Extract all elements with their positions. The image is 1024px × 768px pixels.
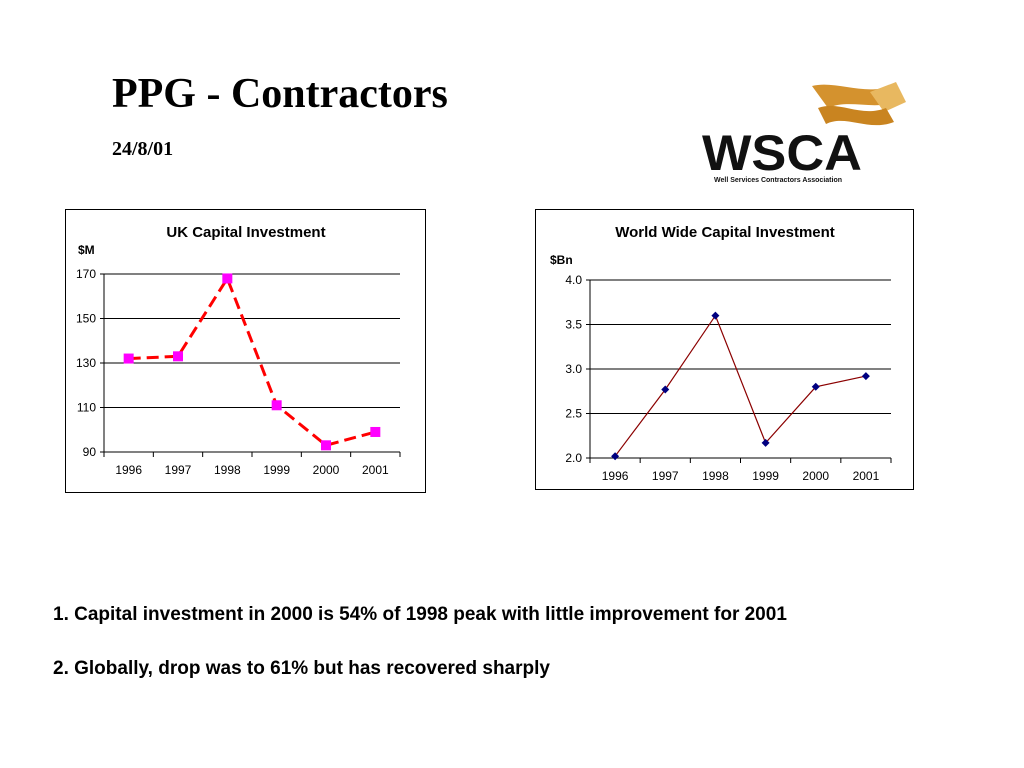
x-tick-label: 1998 xyxy=(702,469,729,483)
y-tick-label: 2.0 xyxy=(565,451,582,465)
y-tick-label: 170 xyxy=(76,267,96,281)
x-tick-label: 1998 xyxy=(214,463,241,477)
y-tick-label: 3.0 xyxy=(565,362,582,376)
data-point-marker xyxy=(661,385,670,394)
y-tick-label: 130 xyxy=(76,356,96,370)
series-line xyxy=(614,314,867,457)
data-point-marker xyxy=(611,452,620,461)
x-tick-label: 1997 xyxy=(165,463,192,477)
data-point-marker xyxy=(123,353,134,364)
chart-title: UK Capital Investment xyxy=(166,224,325,241)
logo-swoosh-light xyxy=(870,82,906,112)
logo-subtitle: Well Services Contractors Association xyxy=(714,177,842,184)
uk-capital-investment-chart: UK Capital Investment $M 90 110 130 150 170 199… xyxy=(65,209,426,493)
chart-title: World Wide Capital Investment xyxy=(615,224,835,241)
x-tick-label: 1996 xyxy=(115,463,142,477)
logo-wordmark: WSCA xyxy=(702,125,862,181)
slide-date: 24/8/01 xyxy=(112,138,174,160)
data-point-marker xyxy=(811,382,820,391)
x-tick-label: 1996 xyxy=(602,469,629,483)
y-tick-label: 150 xyxy=(76,312,96,326)
x-tick-label: 2000 xyxy=(313,463,340,477)
data-point-marker xyxy=(861,372,870,381)
data-point-marker xyxy=(761,438,770,447)
x-tick-label: 1999 xyxy=(263,463,290,477)
wsca-logo: WSCA Well Services Contractors Associati… xyxy=(702,82,906,184)
logo-swoosh-lower xyxy=(818,105,894,126)
y-axis-label: $Bn xyxy=(550,253,573,267)
x-tick-label: 2000 xyxy=(802,469,829,483)
data-point-marker xyxy=(321,440,331,451)
uk-chart-svg: UK Capital Investment $M 90 110 130 150 170 199… xyxy=(76,224,401,477)
y-tick-label: 4.0 xyxy=(565,273,582,287)
x-tick-label: 2001 xyxy=(362,463,389,477)
x-tick-label: 2001 xyxy=(853,469,880,483)
data-point-marker xyxy=(222,273,233,284)
note-2: 2. Globally, drop was to 61% but has rec… xyxy=(53,658,550,679)
data-point-marker xyxy=(173,351,183,362)
world-chart-svg: World Wide Capital Investment $Bn 2.0 2.5 3.… xyxy=(550,224,892,483)
data-point-marker xyxy=(370,426,381,437)
x-tick-label: 1999 xyxy=(752,469,779,483)
world-capital-investment-chart: World Wide Capital Investment $Bn 2.0 2.5 3.… xyxy=(535,209,914,490)
x-tick-label: 1997 xyxy=(652,469,679,483)
y-tick-label: 90 xyxy=(83,445,97,459)
page-title: PPG - Contractors xyxy=(112,71,448,117)
y-tick-label: 3.5 xyxy=(565,318,582,332)
data-point-marker xyxy=(711,311,720,320)
y-tick-label: 110 xyxy=(77,401,96,415)
series-line xyxy=(128,275,376,447)
data-point-marker xyxy=(271,400,282,411)
y-tick-label: 2.5 xyxy=(565,407,582,421)
note-1: 1. Capital investment in 2000 is 54% of … xyxy=(53,604,787,625)
y-axis-label: $M xyxy=(78,243,95,257)
